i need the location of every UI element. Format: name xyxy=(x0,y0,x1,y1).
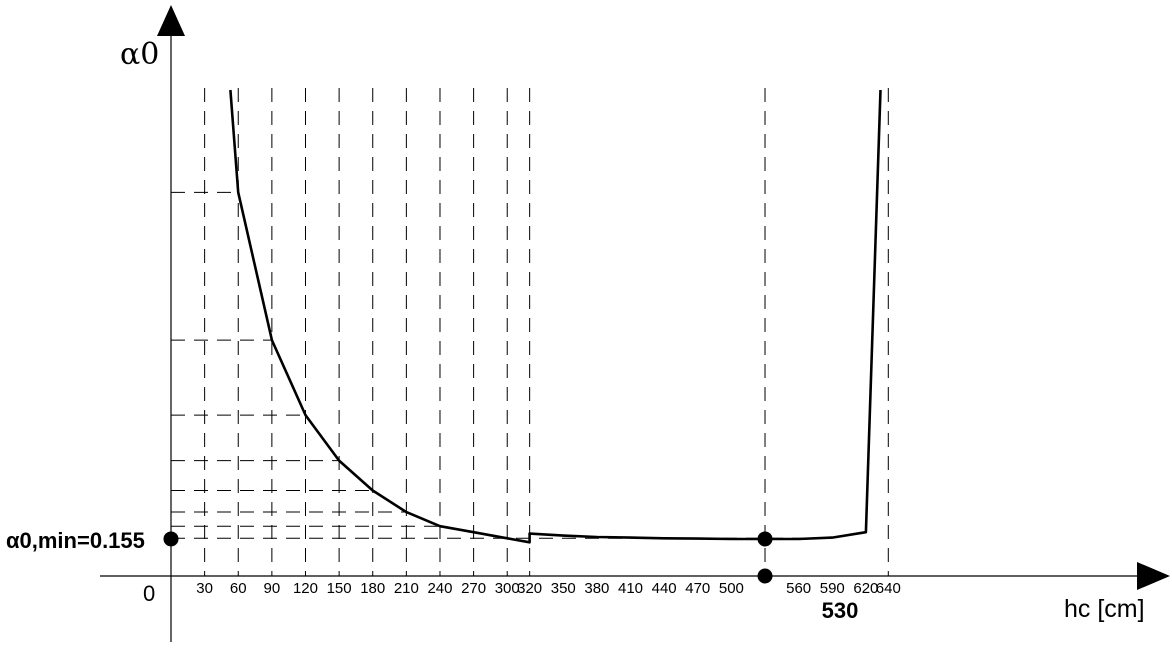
highlight-x-label: 530 xyxy=(822,598,859,623)
x-tick-label: 380 xyxy=(584,580,609,597)
highlight-point xyxy=(757,568,773,584)
highlight-point xyxy=(757,531,773,547)
x-tick-label: 470 xyxy=(685,580,710,597)
x-tick-label: 90 xyxy=(264,580,281,597)
x-tick-label: 560 xyxy=(786,580,811,597)
x-tick-label: 120 xyxy=(293,580,318,597)
x-tick-label: 500 xyxy=(719,580,744,597)
x-tick-label: 30 xyxy=(196,580,213,597)
highlight-point xyxy=(163,531,179,547)
x-axis-label: hc [cm] xyxy=(1064,595,1145,623)
x-tick-label: 150 xyxy=(327,580,352,597)
y-axis-arrow xyxy=(157,5,185,36)
highlight-markers xyxy=(163,531,773,584)
y-axis-label: α0 xyxy=(120,37,159,72)
min-value-label: α0,min=0.155 xyxy=(6,528,145,553)
x-tick-label: 640 xyxy=(876,580,901,597)
x-tick-label: 350 xyxy=(551,580,576,597)
origin-label: 0 xyxy=(143,581,155,606)
x-tick-label: 210 xyxy=(394,580,419,597)
x-tick-label: 240 xyxy=(427,580,452,597)
x-tick-label: 410 xyxy=(618,580,643,597)
x-tick-label: 60 xyxy=(230,580,247,597)
x-tick-label: 320 xyxy=(517,580,542,597)
x-tick-label: 590 xyxy=(820,580,845,597)
x-tick-label: 180 xyxy=(360,580,385,597)
x-tick-label: 620 xyxy=(853,580,878,597)
series-line xyxy=(229,89,882,544)
x-axis-arrow xyxy=(1137,562,1170,590)
x-tick-label: 440 xyxy=(652,580,677,597)
gridlines xyxy=(171,88,889,576)
x-tick-label: 270 xyxy=(461,580,486,597)
axes xyxy=(100,5,1170,642)
x-tick-label: 300 xyxy=(495,580,520,597)
series-curve xyxy=(229,89,882,544)
